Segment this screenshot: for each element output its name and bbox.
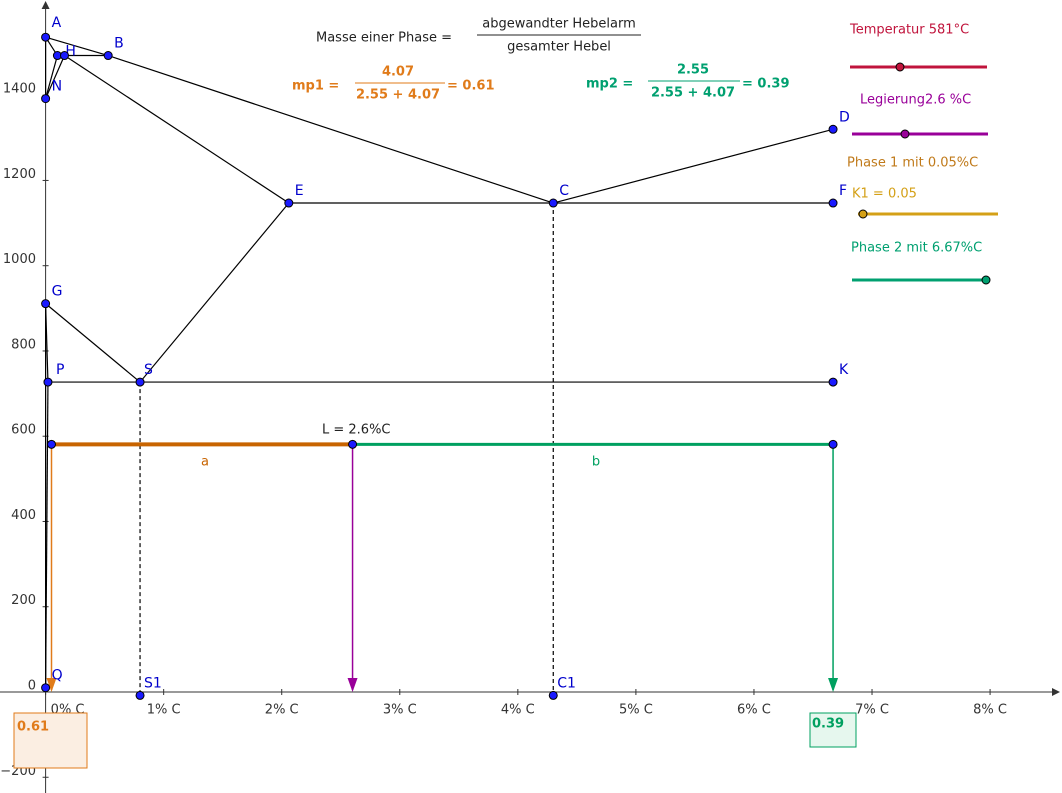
point-label: K	[839, 362, 849, 378]
formula-denominator: gesamter Hebel	[507, 40, 611, 55]
point	[59, 51, 69, 61]
formula-denominator: 2.55 + 4.07	[356, 88, 440, 103]
slider-label: Phase 1 mit 0.05%C	[847, 156, 978, 171]
point-label: F	[839, 183, 847, 199]
point	[41, 32, 51, 42]
lever-a-label: a	[201, 455, 209, 470]
point-label: P	[56, 362, 64, 378]
x-tick-label: 8% C	[973, 703, 1007, 718]
slider-knob[interactable]	[858, 209, 868, 219]
formula-result: = 0.61	[447, 79, 495, 94]
point	[828, 124, 838, 134]
slider-label: Legierung2.6 %C	[860, 93, 971, 108]
result-box-1	[13, 712, 88, 769]
lever-label: L = 2.6%C	[322, 423, 391, 438]
lever-b-label: b	[592, 455, 600, 470]
point-label: A	[52, 15, 62, 31]
x-tick-label: 5% C	[619, 703, 653, 718]
phase-line	[64, 55, 290, 204]
point-label: S1	[144, 675, 162, 691]
y-tick-label: 1400	[3, 82, 36, 97]
point-label: N	[52, 79, 62, 95]
point-label: H	[65, 44, 76, 60]
point-label: C1	[557, 675, 576, 691]
phase-line	[45, 36, 109, 57]
point	[284, 198, 294, 208]
point-label: S	[144, 362, 153, 378]
point	[41, 683, 51, 693]
y-tick-label: 1000	[3, 252, 36, 267]
y-tick-label: 200	[11, 593, 36, 608]
formula-numerator: 4.07	[382, 65, 414, 80]
phase-line	[45, 382, 49, 688]
x-tick-label: 4% C	[501, 703, 535, 718]
point	[43, 377, 53, 387]
y-tick-label: 400	[11, 508, 36, 523]
phase-line	[139, 202, 290, 383]
formula-numerator: abgewandter Hebelarm	[482, 17, 636, 32]
y-tick-label: 600	[11, 423, 36, 438]
point	[828, 377, 838, 387]
formula-label: mp1 =	[292, 79, 339, 94]
x-tick-label: 2% C	[265, 703, 299, 718]
lever-point	[828, 439, 838, 449]
point-label: G	[52, 284, 63, 300]
slider-label: Temperatur 581°C	[849, 23, 969, 38]
point	[135, 690, 145, 700]
slider-knob[interactable]	[981, 275, 991, 285]
formula-label: mp2 =	[586, 77, 633, 92]
formula-result: = 0.39	[742, 77, 790, 92]
point-label: C	[559, 183, 569, 199]
slider-label: Phase 2 mit 6.67%C	[851, 241, 982, 256]
x-tick-label: 3% C	[383, 703, 417, 718]
point	[135, 377, 145, 387]
x-tick-label: 6% C	[737, 703, 771, 718]
formula-label: Masse einer Phase =	[316, 31, 452, 46]
lever-point	[47, 439, 57, 449]
phase-line	[45, 55, 66, 99]
point	[41, 299, 51, 309]
x-axis-arrow	[1052, 688, 1060, 696]
point-label: D	[839, 109, 850, 125]
result-2: 0.39	[812, 717, 844, 732]
result-1: 0.61	[17, 720, 49, 735]
lever-point	[348, 439, 358, 449]
point	[828, 198, 838, 208]
phase-line	[553, 128, 834, 204]
phase-line	[45, 303, 141, 383]
y-tick-label: 800	[11, 337, 36, 352]
slider-knob[interactable]	[900, 129, 910, 139]
phase-line	[45, 55, 58, 99]
slider-label: K1 = 0.05	[852, 187, 917, 202]
slider-knob[interactable]	[895, 62, 905, 72]
point-label: Q	[52, 668, 63, 684]
point-label: B	[114, 36, 124, 52]
phase-line	[107, 54, 554, 204]
arrow-head	[828, 678, 839, 692]
point	[41, 94, 51, 104]
arrow-head	[46, 678, 57, 692]
y-tick-label: 1200	[3, 167, 36, 182]
formula-numerator: 2.55	[677, 63, 709, 78]
point	[103, 51, 113, 61]
arrow-head	[347, 678, 358, 692]
y-tick-label: 0	[28, 679, 36, 694]
point	[548, 198, 558, 208]
x-tick-label: 7% C	[855, 703, 889, 718]
point-label: E	[295, 183, 304, 199]
point	[548, 690, 558, 700]
y-axis-arrow	[41, 1, 50, 9]
x-tick-label: 1% C	[147, 703, 181, 718]
result-box-2	[809, 712, 857, 748]
formula-denominator: 2.55 + 4.07	[651, 86, 735, 101]
